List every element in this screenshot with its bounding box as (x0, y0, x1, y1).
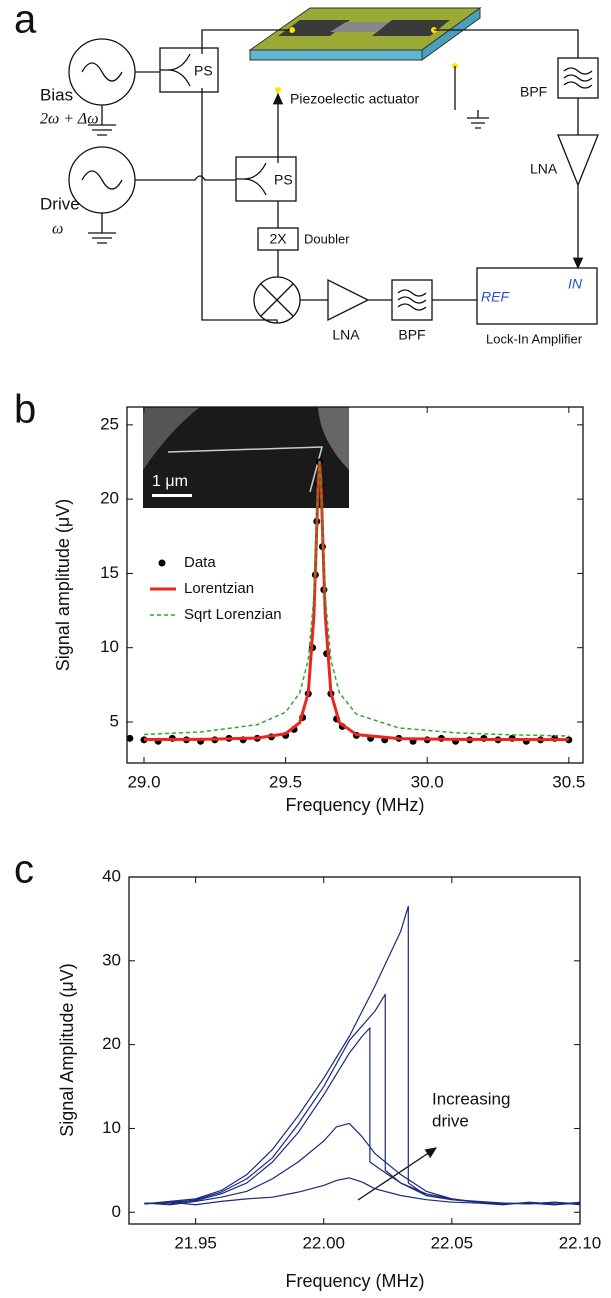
filter-sym (397, 289, 427, 311)
x-tick-label: 22.10 (559, 1233, 602, 1252)
series-line (144, 993, 580, 1206)
label: Piezoelectic actuator (290, 91, 420, 107)
label: 2X (269, 231, 287, 247)
y-tick-label: 20 (102, 1034, 121, 1053)
sine (81, 62, 123, 82)
x-axis-label: Frequency (MHz) (285, 1271, 424, 1291)
contact (275, 87, 281, 93)
inset-electrode (318, 407, 349, 470)
plot-frame (126, 406, 584, 764)
y-tick-label: 10 (102, 1118, 121, 1137)
annotation-arrow (357, 1147, 438, 1201)
y-tick-label: 15 (100, 563, 119, 582)
beam (330, 22, 390, 32)
inset-label: 1 μm (152, 473, 188, 490)
label: PS (274, 172, 293, 188)
x-tick-label: 29.5 (269, 772, 302, 791)
wire (277, 201, 477, 301)
label: Bias (40, 85, 73, 104)
contact (289, 27, 295, 33)
label: IN (568, 276, 583, 292)
actuator-edge (421, 7, 481, 61)
y-tick-label: 5 (110, 711, 119, 730)
series-line (144, 1122, 580, 1206)
scale-bar (152, 494, 192, 497)
series-line (143, 461, 569, 737)
x-tick-label: 29.0 (127, 772, 160, 791)
x-tick-label: 30.0 (411, 772, 444, 791)
splitter-sym (236, 162, 267, 196)
x-tick-label: 22.00 (302, 1233, 345, 1252)
y-tick-label: 40 (102, 866, 121, 885)
sine (81, 170, 123, 190)
annotation: Increasing (432, 1089, 510, 1108)
panel-label: c (14, 848, 34, 892)
label: Drive (40, 194, 80, 213)
ground (454, 66, 489, 129)
x-axis-label: Frequency (MHz) (285, 795, 424, 815)
panel-label: b (14, 388, 36, 432)
y-tick-label: 10 (100, 637, 119, 656)
series-line (144, 905, 580, 1205)
x-tick-label: 22.05 (431, 1233, 474, 1252)
x-tick-label: 21.95 (174, 1233, 217, 1252)
label: LNA (530, 161, 558, 177)
legend-label: Lorentzian (184, 580, 254, 597)
y-axis-label: Signal Amplitude (μV) (57, 963, 77, 1136)
mixer-x (260, 283, 294, 317)
y-tick-label: 25 (100, 414, 119, 433)
label: Lock-In Amplifier (486, 331, 583, 346)
ground (88, 213, 116, 244)
splitter-sym (160, 53, 191, 87)
legend-marker (158, 559, 166, 567)
label: Doubler (304, 231, 350, 246)
inset-electrode (143, 407, 200, 470)
label: ω (52, 221, 63, 238)
series-line (144, 1177, 580, 1206)
x-tick-label: 30.5 (552, 772, 585, 791)
panel-label: a (14, 0, 37, 42)
electrode (372, 20, 450, 36)
y-tick-label: 30 (102, 950, 121, 969)
wire (135, 175, 236, 181)
wire (135, 29, 578, 268)
series-line (143, 460, 569, 742)
diagram: a Piezoelectic actuator Bias 2ω + Δω Dri… (14, 0, 599, 346)
annotation: drive (432, 1111, 469, 1130)
legend-label: Data (184, 554, 216, 571)
y-tick-label: 0 (112, 1202, 121, 1221)
label: REF (481, 289, 510, 305)
label: LNA (332, 327, 360, 343)
plot-area (144, 905, 580, 1206)
label: PS (194, 63, 213, 79)
data-point (127, 734, 134, 742)
amplifier (327, 278, 370, 322)
actuator-side (249, 49, 423, 61)
plot-frame (128, 876, 581, 1225)
filter-sym (563, 67, 593, 89)
label: BPF (520, 84, 547, 100)
inset-wire (167, 446, 323, 493)
wire (201, 88, 278, 323)
series-line (144, 1027, 580, 1206)
plot-area (127, 458, 573, 745)
legend-label: Sqrt Lorenzian (184, 606, 282, 623)
label: BPF (398, 327, 425, 343)
inset: 1 μm (143, 407, 349, 508)
y-tick-label: 20 (100, 489, 119, 508)
amplifier (557, 134, 599, 187)
ground (88, 105, 116, 136)
label: 2ω + Δω (40, 111, 99, 128)
y-axis-label: Signal amplitude (μV) (53, 499, 73, 671)
